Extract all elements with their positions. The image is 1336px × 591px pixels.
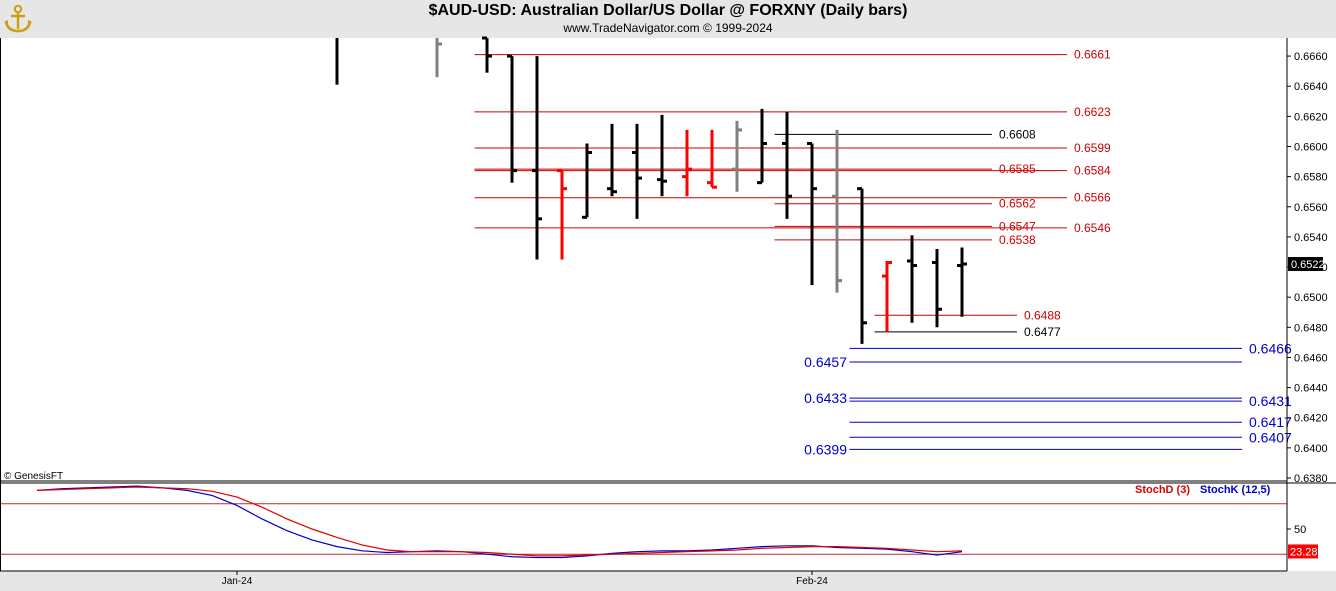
genesis-watermark: © GenesisFT: [4, 471, 63, 482]
price-level-label: 0.6661: [1074, 48, 1111, 62]
ohlc-bar: [532, 56, 542, 260]
price-level-label: 0.6623: [1074, 105, 1111, 119]
price-level-label: 0.6546: [1074, 221, 1111, 235]
chart-header: $AUD-USD: Australian Dollar/US Dollar @ …: [0, 0, 1336, 38]
ohlc-bar: [757, 108, 767, 185]
last-price-marker: [1288, 257, 1323, 272]
ohlc-bar: [435, 38, 442, 78]
ohlc-bar: [782, 111, 792, 219]
ohlc-bar: [832, 129, 842, 293]
stoch-last-value-label: 23.28: [1290, 546, 1318, 558]
price-axis-tick-label: 0.6420: [1294, 413, 1328, 425]
stoch-axis-tick-label: 50: [1294, 524, 1306, 536]
price-axis-tick-label: 0.6460: [1294, 352, 1328, 364]
price-axis-tick-label: 0.6660: [1294, 51, 1328, 63]
chart-title: $AUD-USD: Australian Dollar/US Dollar @ …: [428, 2, 908, 19]
ohlc-bar: [957, 247, 967, 317]
ohlc-bar: [707, 129, 717, 189]
ohlc-bar: [582, 143, 592, 219]
ohlc-bar: [507, 54, 517, 183]
price-axis-tick-label: 0.6380: [1294, 473, 1328, 485]
ohlc-bar: [682, 129, 692, 197]
price-level-label: 0.6538: [999, 233, 1036, 247]
ohlc-bar: [882, 261, 892, 332]
time-axis-label: Feb-24: [796, 576, 828, 587]
price-level-label: 0.6466: [1249, 340, 1292, 356]
price-level-label: 0.6584: [1074, 164, 1111, 178]
ohlc-bar: [557, 169, 567, 260]
stoch-d-line: [36, 486, 963, 557]
stoch-last-value-marker: [1288, 544, 1318, 559]
price-axis-background: [1287, 38, 1336, 571]
ohlc-bar: [632, 123, 642, 219]
price-axis-tick-label: 0.6620: [1294, 111, 1328, 123]
ohlc-bar: [857, 187, 867, 344]
time-axis-background: [0, 572, 1336, 591]
stoch-d-legend: StochD (3): [1135, 484, 1190, 496]
price-level-label: 0.6488: [1024, 308, 1061, 322]
price-level-label: 0.6585: [999, 162, 1036, 176]
ohlc-bar: [907, 235, 917, 323]
price-level-label: 0.6407: [1249, 429, 1292, 445]
price-level-label: 0.6547: [999, 219, 1036, 233]
ohlc-bar: [807, 141, 817, 286]
price-level-label: 0.6431: [1249, 393, 1292, 409]
price-level-label: 0.6399: [804, 441, 847, 457]
price-level-label: 0.6417: [1249, 414, 1292, 430]
price-level-label: 0.6608: [999, 127, 1036, 141]
chart-subtitle: www.TradeNavigator.com © 1999-2024: [563, 21, 773, 35]
ohlc-bar: [607, 123, 617, 197]
price-level-label: 0.6562: [999, 197, 1036, 211]
price-level-label: 0.6433: [804, 390, 847, 406]
plot-background: [0, 38, 1287, 571]
ohlc-bar: [932, 248, 942, 328]
price-axis-tick-label: 0.6560: [1294, 202, 1328, 214]
price-axis-tick-label: 0.6480: [1294, 322, 1328, 334]
price-axis-tick-label: 0.6400: [1294, 443, 1328, 455]
time-axis-label: Jan-24: [222, 576, 253, 587]
price-axis-tick-label: 0.6640: [1294, 81, 1328, 93]
gold-anchor-logo: [4, 4, 32, 33]
ohlc-bar: [482, 36, 492, 73]
last-price-label: 0.6522: [1291, 259, 1325, 271]
ohlc-bar: [732, 120, 742, 192]
price-level-label: 0.6457: [804, 354, 847, 370]
price-level-label: 0.6599: [1074, 141, 1111, 155]
ohlc-bar: [657, 114, 667, 197]
price-axis-tick-label: 0.6440: [1294, 383, 1328, 395]
price-level-label: 0.6477: [1024, 325, 1061, 339]
stoch-k-legend: StochK (12,5): [1200, 484, 1271, 496]
price-axis-tick-label: 0.6580: [1294, 172, 1328, 184]
price-axis-tick-label: 0.6500: [1294, 292, 1328, 304]
price-axis-tick-label: 0.6540: [1294, 232, 1328, 244]
price-axis-tick-label: 0.6600: [1294, 141, 1328, 153]
stoch-k-line: [36, 485, 963, 559]
price-level-label: 0.6566: [1074, 191, 1111, 205]
